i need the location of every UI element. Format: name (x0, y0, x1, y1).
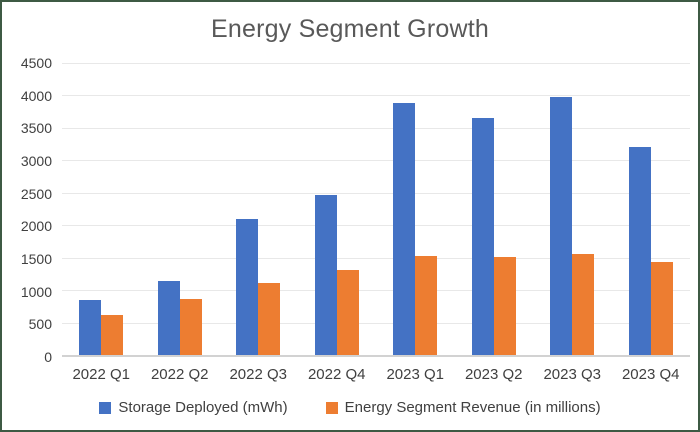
y-tick-label: 1500 (20, 251, 52, 267)
bar-group (62, 63, 141, 355)
chart-title: Energy Segment Growth (211, 15, 489, 43)
bar (179, 298, 202, 355)
y-tick-label: 2500 (20, 185, 52, 202)
bar-group (455, 63, 534, 355)
x-tick-label: 2022 Q1 (72, 366, 131, 383)
bar (258, 282, 281, 355)
bars-row (62, 63, 690, 355)
legend-label: Storage Deployed (mWh) (118, 399, 288, 416)
bar (415, 255, 438, 355)
bar (101, 315, 124, 355)
x-tick-label: 2022 Q2 (150, 366, 209, 383)
gridline (62, 160, 690, 162)
bar (393, 102, 416, 355)
y-axis: 4500 4000 3500 3000 2500 2000 1500 1000 500 0 (2, 55, 54, 365)
y-tick-label: 3500 (20, 120, 52, 137)
x-tick-label: 2022 Q3 (229, 366, 288, 383)
bar-group (298, 63, 377, 355)
gridline (62, 225, 690, 227)
gridline (62, 127, 690, 129)
x-tick-label: 2022 Q4 (307, 366, 366, 383)
bar (550, 96, 573, 355)
y-tick-label: 500 (28, 316, 52, 333)
bar (336, 270, 359, 355)
y-tick-label: 1000 (20, 283, 52, 300)
legend-item: Storage Deployed (mWh) (99, 399, 288, 416)
gridline (62, 290, 690, 292)
bar (650, 261, 673, 355)
legend-swatch-icon (99, 401, 112, 414)
bar-group (219, 63, 298, 355)
gridline (62, 257, 690, 259)
bar-group (533, 63, 612, 355)
bar (236, 218, 259, 355)
plot-area (62, 63, 690, 357)
y-tick-label: 3000 (20, 153, 52, 169)
legend-label: Energy Segment Revenue (in millions) (344, 399, 601, 416)
x-tick-label: 2023 Q1 (386, 366, 445, 383)
bar-group (376, 63, 455, 355)
x-tick-label: 2023 Q3 (543, 366, 602, 383)
gridline (62, 322, 690, 324)
bar (628, 147, 651, 355)
y-tick-label: 4000 (20, 87, 52, 104)
x-tick-label: 2023 Q2 (464, 366, 523, 383)
bar (79, 300, 102, 355)
bar (493, 257, 516, 355)
bar (572, 253, 595, 355)
y-tick-label: 4500 (20, 55, 52, 71)
x-tick-label: 2023 Q4 (621, 366, 680, 383)
legend-item: Energy Segment Revenue (in millions) (325, 399, 601, 416)
gridline (62, 192, 690, 194)
gridline (62, 95, 690, 97)
bar (314, 195, 337, 355)
legend: Storage Deployed (mWh) Energy Segment Rev… (2, 399, 698, 416)
y-tick-label: 0 (44, 349, 52, 365)
legend-swatch-icon (325, 401, 338, 414)
bar-group (141, 63, 220, 355)
bar (157, 281, 180, 355)
bar-group (612, 63, 691, 355)
x-axis: 2022 Q1 2022 Q2 2022 Q3 2022 Q4 2023 Q1 2023 … (62, 366, 690, 383)
bar (471, 117, 494, 355)
y-tick-label: 2000 (20, 218, 52, 235)
gridline (62, 63, 690, 64)
